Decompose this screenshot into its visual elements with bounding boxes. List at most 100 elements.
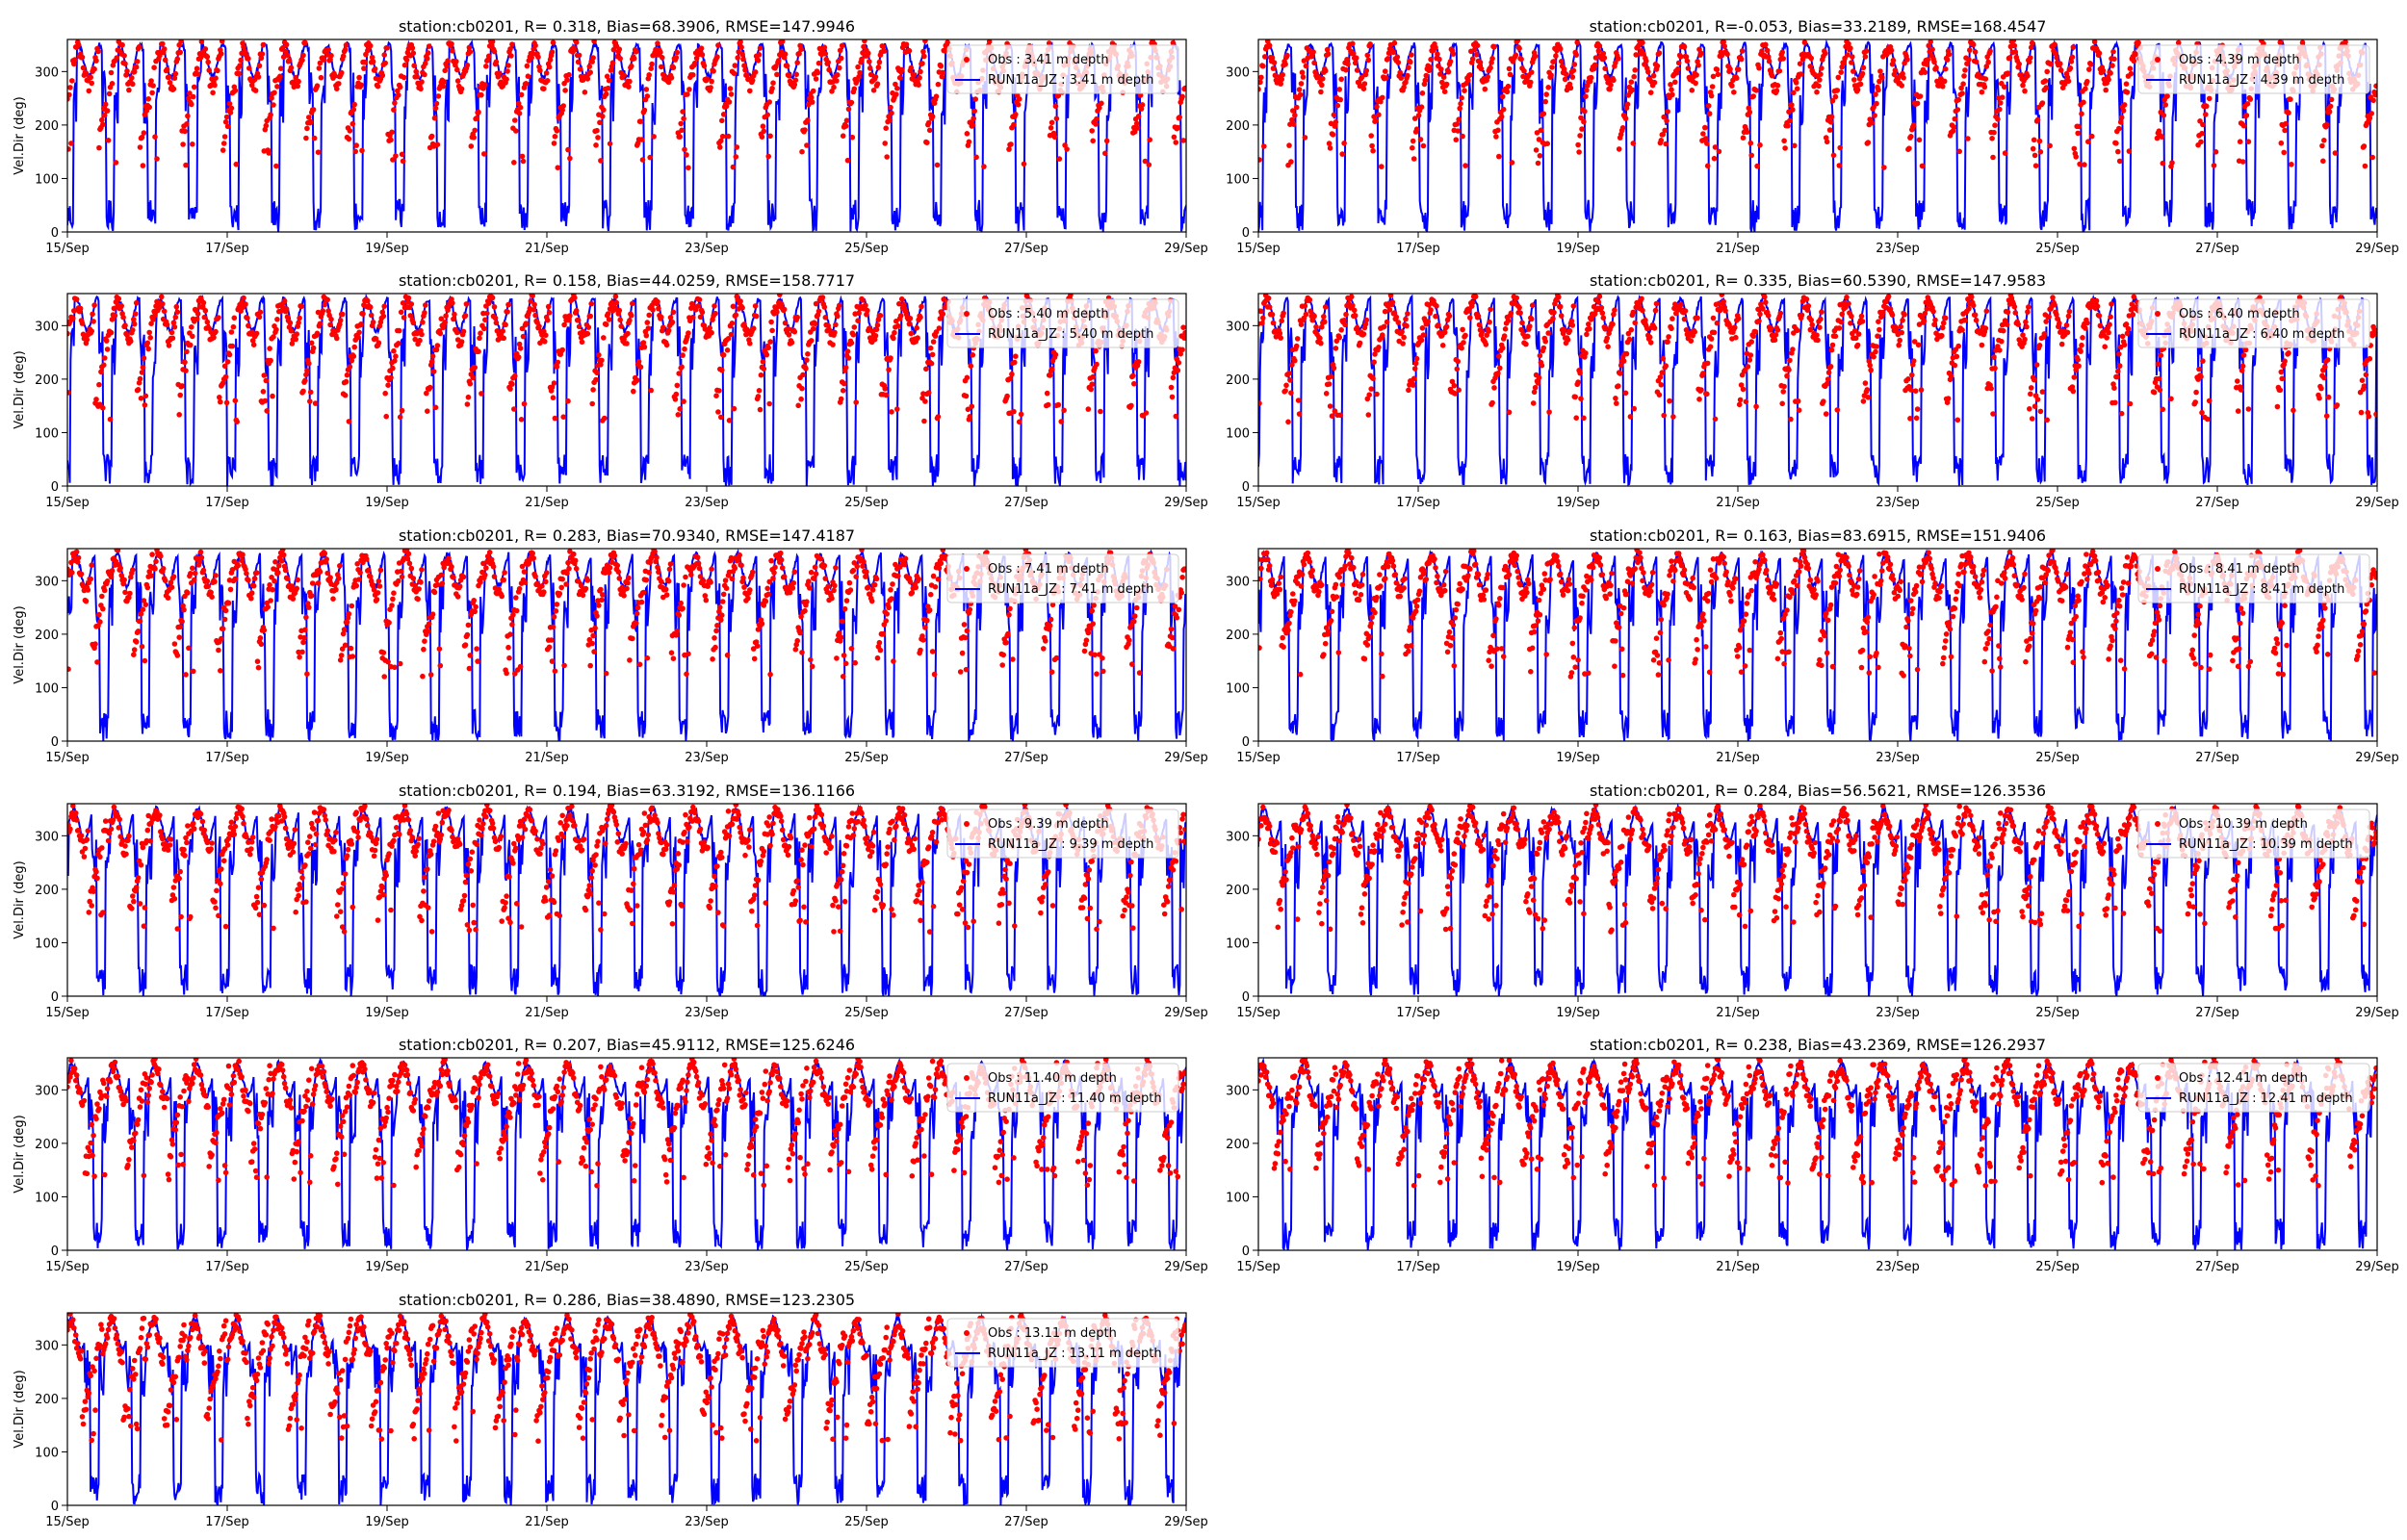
obs-point [1832,93,1839,100]
obs-point [2031,376,2037,383]
obs-point [682,146,687,153]
obs-point [1825,370,1832,375]
obs-point [1873,348,1878,355]
obs-point [2066,308,2073,315]
obs-point [2076,123,2082,130]
obs-point [359,147,365,154]
obs-point [1659,370,1666,375]
obs-point [520,158,527,165]
obs-point [1858,313,1865,320]
y-axis-label: Vel.Dir (deg) [13,96,27,174]
obs-point [741,321,747,327]
obs-point [2373,83,2377,90]
obs-point [1527,323,1533,329]
obs-point [1898,323,1903,330]
obs-point [1292,357,1298,364]
obs-point [1781,138,1787,144]
obs-point [2169,160,2175,166]
obs-point [353,142,360,148]
obs-point [472,127,479,134]
obs-point [283,306,290,312]
obs-point [1693,80,1698,87]
obs-point [1739,48,1746,54]
obs-point [1455,358,1461,365]
obs-point [2277,387,2284,394]
obs-point [481,325,487,332]
obs-point [665,327,672,334]
obs-point [831,84,837,90]
obs-point [2327,103,2334,110]
obs-point [302,377,308,384]
obs-point [205,59,211,65]
obs-point [1650,72,1657,79]
obs-point [605,311,611,317]
obs-point [399,407,405,414]
obs-point [932,333,939,339]
obs-point [970,122,976,128]
obs-point [566,71,572,78]
obs-point [1513,52,1519,58]
obs-point [523,321,530,326]
obs-point [1380,94,1385,101]
obs-point [613,299,620,306]
obs-point [1613,60,1618,65]
obs-point [2039,100,2046,106]
obs-point [2322,364,2328,370]
obs-point [1712,416,1719,423]
obs-point [1753,88,1759,93]
obs-point [1700,371,1706,376]
obs-point [451,316,456,322]
obs-point [343,378,349,385]
obs-point [334,335,340,342]
obs-point [1258,308,1264,315]
obs-point [1808,55,1814,62]
obs-point [1495,127,1501,134]
obs-point [433,100,440,107]
x-tick-label: 19/Sep [1556,242,1599,256]
obs-point [274,317,280,322]
obs-point [1647,90,1654,95]
obs-point [1985,59,1991,65]
obs-point [272,90,277,96]
obs-point [1762,294,1768,300]
obs-point [1890,57,1897,64]
obs-point [2323,121,2330,128]
obs-point [1823,135,1829,141]
obs-point [1528,79,1534,86]
obs-point [726,99,733,105]
obs-point [644,93,651,99]
obs-point [1952,362,1958,369]
obs-point [1457,105,1462,112]
obs-point [226,351,233,358]
obs-point [686,330,691,336]
obs-point [2088,133,2095,140]
obs-point [287,320,294,326]
obs-point [2083,86,2088,91]
obs-point [1669,87,1674,92]
obs-point [1258,157,1262,163]
obs-point [886,367,892,372]
obs-point [892,329,897,336]
obs-point [867,71,874,78]
obs-point [1532,53,1539,60]
obs-point [641,107,648,114]
obs-point [2091,39,2098,45]
obs-point [1293,104,1300,111]
obs-point [970,352,976,358]
obs-point [2032,403,2038,410]
obs-point [894,406,900,412]
obs-point [715,42,721,48]
obs-point [422,71,427,78]
obs-point [1990,411,1996,417]
obs-point [384,45,390,51]
obs-point [1570,67,1577,73]
obs-point [552,415,558,422]
obs-point [1899,83,1904,89]
obs-point [150,317,156,322]
obs-point [1748,152,1754,159]
obs-point [1616,383,1621,389]
obs-point [602,415,608,422]
obs-point [1737,397,1744,403]
obs-point [840,133,846,139]
obs-point [2058,67,2064,73]
